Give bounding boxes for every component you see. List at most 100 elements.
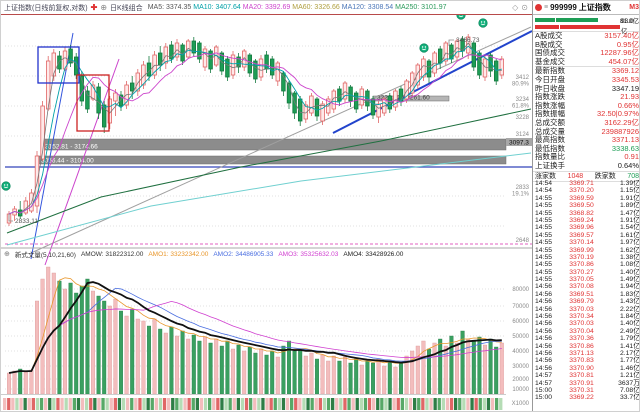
updown-strip-bar	[175, 398, 179, 410]
tick-row: 14:55 3369.24 1.91亿	[535, 216, 639, 224]
candlestick	[202, 48, 208, 68]
stat-row: 总成交额 3162.29亿	[535, 118, 639, 128]
stat-label: 今日开盘	[535, 74, 565, 84]
tick-time: 14:55	[535, 239, 553, 247]
tick-amount: 1.91亿	[619, 194, 640, 202]
tick-time: 14:56	[535, 357, 553, 365]
volume-bar	[443, 345, 448, 395]
tick-row: 14:56 3370.03 2.22亿	[535, 306, 639, 313]
menu-icon[interactable]: ≡	[544, 4, 549, 11]
diamond-tool-icon[interactable]: ◇	[512, 3, 519, 12]
kline-mode-label: 日K线组合	[110, 4, 143, 12]
volume-bar	[399, 362, 404, 395]
updown-strip-bar	[449, 398, 454, 410]
tick-time: 14:57	[535, 379, 553, 387]
updown-strip-bar	[261, 398, 265, 410]
volume-axis-label: 30000	[512, 364, 529, 370]
stat-value: 3369.12	[611, 66, 639, 76]
stat-value: 0.91	[624, 152, 639, 162]
tick-price: 3370.08	[569, 283, 594, 291]
tick-list[interactable]: 14:54 3369.71 1.39亿 14:54 3370.20 1.15亿 14:55 3…	[533, 180, 640, 411]
updown-strip-bar	[253, 398, 257, 410]
volume-bar	[348, 362, 353, 395]
gap-band-label: 3152.81 - 3174.66	[45, 144, 98, 151]
volbar-value: 81.0亿	[619, 17, 639, 25]
updown-strip-bar	[249, 398, 253, 410]
volume-bar	[135, 318, 140, 395]
volume-axis-label: 60000	[512, 319, 529, 325]
target-tool-icon[interactable]: ⊙	[521, 3, 528, 12]
indicator-icon[interactable]: ⊕	[100, 3, 108, 12]
candlestick	[409, 72, 415, 94]
candlestick	[415, 64, 420, 86]
quote-panel-header: ≡ 999999 上证指数 M3	[533, 1, 639, 15]
stat-label: 国债成交	[535, 48, 565, 58]
updown-strip-bar	[290, 398, 294, 410]
add-icon[interactable]: ✚	[90, 3, 98, 12]
tick-price: 3370.19	[569, 253, 594, 261]
updown-strip-bar	[80, 398, 85, 410]
volume-bar	[40, 278, 45, 395]
trend-line	[44, 58, 120, 266]
updown-strip-bar	[478, 398, 482, 410]
advancers-count: 1048	[567, 172, 584, 180]
updown-strip-bar	[294, 398, 298, 410]
updown-strip-bar	[265, 398, 269, 410]
volume-bar	[438, 338, 443, 395]
ma-value: MA10: 3407.64	[193, 4, 241, 11]
tick-price: 3369.24	[569, 216, 594, 224]
stat-value: 0.66%	[617, 100, 639, 110]
candlestick	[208, 50, 213, 70]
updown-strip-bar	[372, 398, 376, 410]
stat-label: 最新指数	[535, 66, 565, 76]
candlestick	[79, 75, 84, 102]
tick-amount: 33.7亿	[619, 394, 640, 402]
advancers-label: 涨家数	[535, 173, 556, 180]
tick-row: 14:54 3370.20 1.15亿	[535, 187, 639, 194]
candlestick	[113, 92, 118, 102]
stat-row: 最新指数 3369.12	[535, 67, 639, 76]
candlestick	[275, 62, 280, 82]
amo-value: AMO1: 33232342.00	[148, 250, 209, 258]
volume-bar	[57, 280, 62, 395]
updown-strip-bar	[44, 398, 48, 410]
smiley-mouth	[421, 48, 427, 51]
updown-strip-bar	[121, 398, 126, 410]
gear-icon[interactable]: ⊕	[4, 251, 10, 258]
divider	[535, 66, 639, 68]
updown-strip-bar	[310, 398, 314, 410]
period-badge[interactable]: M3	[629, 4, 639, 11]
updown-strip-bar	[454, 398, 458, 410]
ma-value: MA250: 3101.97	[395, 4, 447, 11]
updown-strip-bar	[380, 398, 384, 410]
tick-row: 14:55 3369.57 1.61亿	[535, 232, 639, 239]
peak-marker	[448, 39, 454, 46]
stat-label: 指数量比	[535, 152, 565, 162]
updown-strip-bar	[93, 398, 97, 410]
updown-strip-bar	[462, 398, 466, 410]
volume-bar	[124, 315, 129, 395]
trend-line	[6, 108, 532, 234]
updown-strip-bar	[7, 398, 11, 410]
tick-amount: 2.49亿	[619, 327, 640, 335]
stat-value: 21.93	[620, 92, 639, 102]
volume-bar	[242, 350, 247, 395]
volume-bar	[421, 340, 426, 395]
tick-amount: 1.46亿	[619, 364, 640, 372]
candlestick	[118, 94, 124, 107]
stat-label: 指数涨幅	[535, 100, 565, 110]
tick-price: 3371.13	[569, 349, 594, 357]
kline-chart-canvas[interactable]: 3152.81 - 3174.66 3056.44 - 3104.00 3226.6…	[1, 1, 532, 412]
volume-bar-segment	[556, 17, 598, 22]
tick-amount: 1.77亿	[619, 357, 640, 365]
candlestick	[426, 60, 432, 78]
tick-price: 3370.05	[569, 276, 594, 284]
tick-time: 14:55	[535, 253, 553, 261]
updown-strip-bar	[179, 398, 183, 410]
stat-value: 454.07亿	[608, 56, 639, 66]
low-marker	[8, 214, 13, 222]
updown-strip-bar	[495, 398, 499, 410]
updown-strip-bar	[273, 398, 277, 410]
gap-band	[36, 155, 507, 165]
